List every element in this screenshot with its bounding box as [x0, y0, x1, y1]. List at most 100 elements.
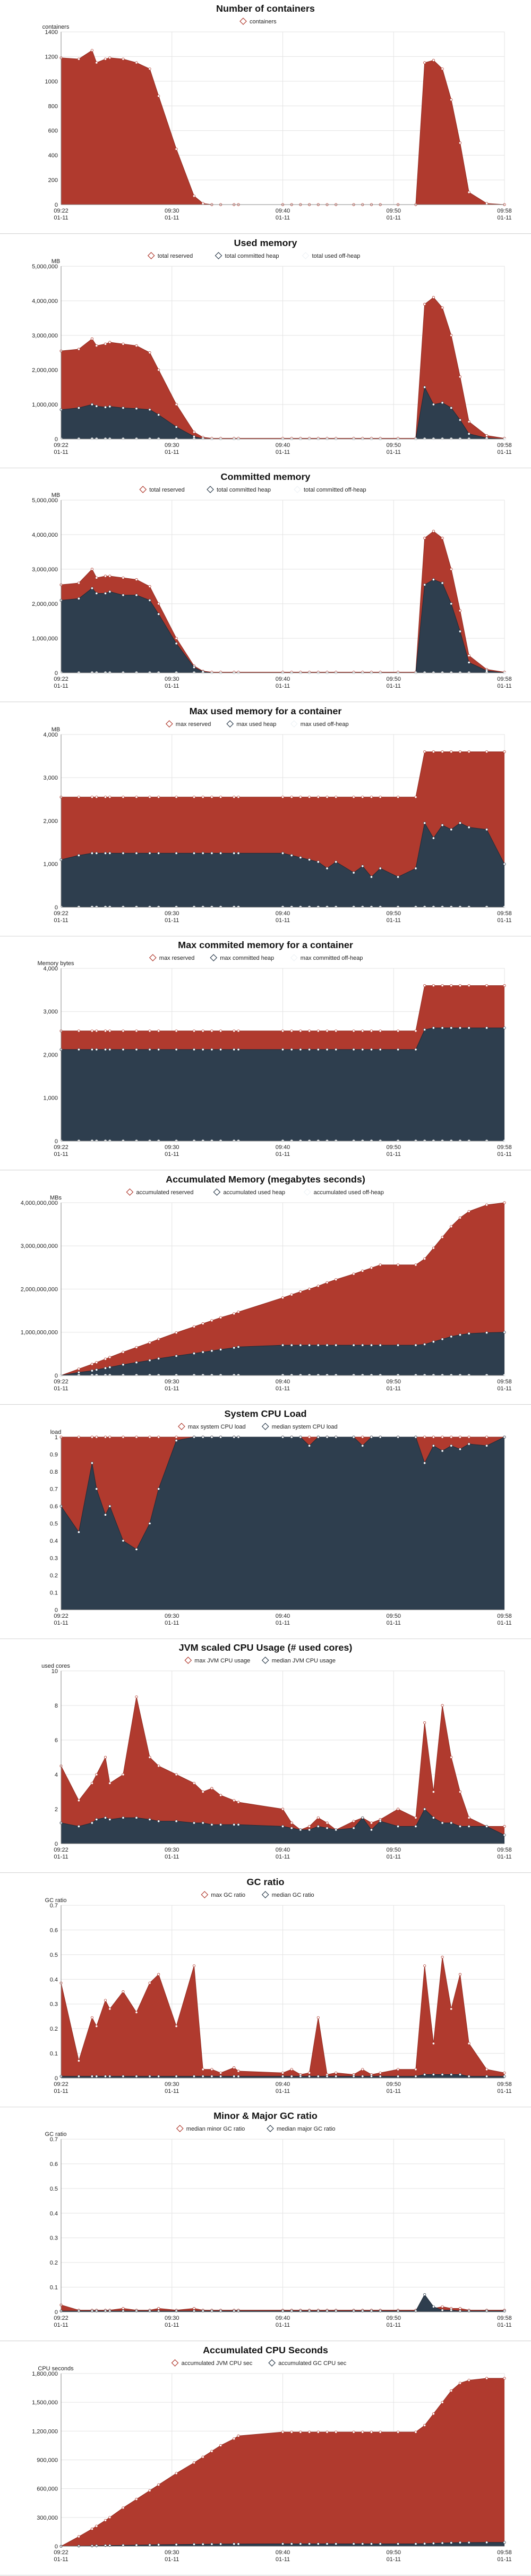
legend-item[interactable]: accumulated GC CPU sec — [268, 2359, 347, 2367]
data-point[interactable] — [90, 1435, 94, 1439]
data-point[interactable] — [219, 2444, 222, 2447]
data-point[interactable] — [396, 1263, 400, 1266]
data-point[interactable] — [122, 2074, 125, 2078]
data-point[interactable] — [503, 1825, 506, 1828]
data-point[interactable] — [104, 795, 107, 799]
data-point[interactable] — [307, 1344, 311, 1347]
data-point[interactable] — [361, 1269, 364, 1272]
data-point[interactable] — [90, 2016, 94, 2019]
data-point[interactable] — [95, 344, 98, 347]
data-point[interactable] — [467, 654, 470, 657]
data-point[interactable] — [157, 2307, 160, 2310]
data-point[interactable] — [307, 2542, 311, 2546]
data-point[interactable] — [370, 1828, 373, 1831]
data-point[interactable] — [281, 2430, 285, 2434]
data-point[interactable] — [77, 1530, 81, 1533]
data-point[interactable] — [485, 1203, 489, 1206]
data-point[interactable] — [210, 1048, 213, 1051]
data-point[interactable] — [148, 351, 151, 354]
data-point[interactable] — [441, 2073, 444, 2076]
data-point[interactable] — [122, 851, 125, 855]
data-point[interactable] — [233, 1799, 236, 1802]
data-point[interactable] — [307, 1048, 311, 1051]
data-point[interactable] — [90, 1363, 94, 1366]
data-point[interactable] — [290, 854, 293, 857]
data-point[interactable] — [175, 1354, 178, 1357]
data-point[interactable] — [503, 2071, 506, 2074]
data-point[interactable] — [122, 1363, 125, 1366]
data-point[interactable] — [219, 1823, 222, 1827]
data-point[interactable] — [326, 2074, 329, 2078]
legend-item[interactable]: max JVM CPU usage — [184, 1657, 250, 1664]
data-point[interactable] — [316, 1048, 320, 1051]
data-point[interactable] — [441, 2305, 444, 2309]
data-point[interactable] — [467, 750, 470, 753]
data-point[interactable] — [485, 1331, 489, 1335]
data-point[interactable] — [192, 195, 196, 198]
data-point[interactable] — [148, 1029, 151, 1033]
data-point[interactable] — [148, 585, 151, 588]
data-point[interactable] — [441, 2309, 444, 2312]
data-point[interactable] — [104, 57, 107, 61]
data-point[interactable] — [370, 795, 373, 799]
data-point[interactable] — [175, 795, 178, 799]
data-point[interactable] — [122, 2307, 125, 2310]
data-point[interactable] — [237, 1801, 240, 1804]
data-point[interactable] — [77, 795, 81, 799]
data-point[interactable] — [201, 2074, 204, 2078]
data-point[interactable] — [423, 583, 426, 587]
data-point[interactable] — [326, 2430, 329, 2434]
data-point[interactable] — [458, 1973, 462, 1976]
data-point[interactable] — [307, 2430, 311, 2434]
data-point[interactable] — [352, 1029, 355, 1033]
data-point[interactable] — [458, 1333, 462, 1337]
data-point[interactable] — [90, 1781, 94, 1785]
data-point[interactable] — [210, 2074, 213, 2078]
data-point[interactable] — [335, 1278, 338, 1281]
data-point[interactable] — [316, 1344, 320, 1347]
data-point[interactable] — [423, 537, 426, 540]
data-point[interactable] — [432, 1026, 435, 1030]
data-point[interactable] — [90, 337, 94, 340]
data-point[interactable] — [290, 2074, 293, 2078]
data-point[interactable] — [467, 1332, 470, 1335]
legend-item[interactable]: total used off-heap — [302, 251, 360, 259]
legend-item[interactable]: max committed heap — [210, 954, 274, 961]
data-point[interactable] — [316, 2074, 320, 2078]
data-point[interactable] — [307, 1435, 311, 1439]
legend-item[interactable]: total committed heap — [215, 251, 279, 259]
data-point[interactable] — [423, 1435, 426, 1439]
data-point[interactable] — [108, 2007, 112, 2011]
data-point[interactable] — [157, 795, 160, 799]
data-point[interactable] — [104, 851, 107, 855]
data-point[interactable] — [233, 1048, 236, 1051]
data-point[interactable] — [414, 1435, 417, 1439]
data-point[interactable] — [307, 1825, 311, 1828]
data-point[interactable] — [90, 851, 94, 855]
data-point[interactable] — [219, 795, 222, 799]
data-point[interactable] — [352, 2310, 355, 2313]
data-point[interactable] — [307, 1029, 311, 1033]
data-point[interactable] — [104, 575, 107, 578]
data-point[interactable] — [175, 425, 178, 428]
data-point[interactable] — [396, 1808, 400, 1811]
data-point[interactable] — [307, 2074, 311, 2078]
data-point[interactable] — [157, 1029, 160, 1033]
data-point[interactable] — [290, 2067, 293, 2071]
data-point[interactable] — [450, 1225, 453, 1228]
data-point[interactable] — [326, 1821, 329, 1825]
data-point[interactable] — [210, 1349, 213, 1353]
data-point[interactable] — [192, 851, 196, 855]
data-point[interactable] — [370, 2542, 373, 2546]
data-point[interactable] — [90, 587, 94, 590]
data-point[interactable] — [458, 2073, 462, 2076]
data-point[interactable] — [290, 1821, 293, 1825]
data-point[interactable] — [237, 1823, 240, 1827]
data-point[interactable] — [122, 1773, 125, 1776]
data-point[interactable] — [77, 1825, 81, 1828]
data-point[interactable] — [192, 1352, 196, 1355]
data-point[interactable] — [175, 1820, 178, 1823]
data-point[interactable] — [192, 666, 196, 669]
data-point[interactable] — [423, 984, 426, 987]
data-point[interactable] — [432, 1444, 435, 1447]
